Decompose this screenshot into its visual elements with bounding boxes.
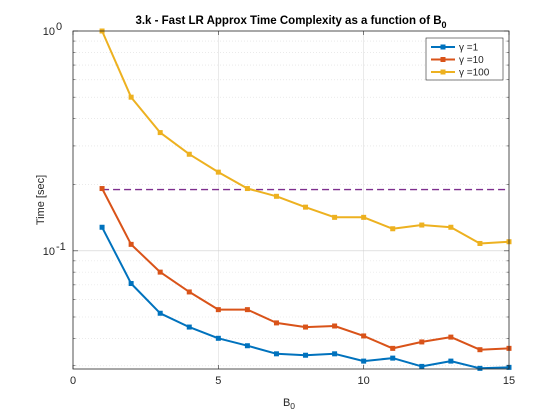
x-tick-label: 0 [70, 375, 76, 387]
legend-marker [440, 57, 446, 62]
data-point [128, 281, 134, 287]
data-point [448, 358, 454, 364]
data-point [273, 320, 279, 326]
data-point [390, 355, 396, 361]
data-point [157, 310, 163, 316]
data-point [332, 214, 338, 220]
legend-label: γ =100 [459, 68, 490, 79]
data-point [186, 324, 192, 330]
data-point [99, 186, 105, 192]
data-point [186, 151, 192, 157]
data-point [419, 222, 425, 228]
data-point [477, 347, 483, 353]
series-2 [99, 186, 512, 353]
plot-area [73, 31, 509, 369]
data-point [390, 345, 396, 351]
data-point [303, 352, 309, 358]
series-1 [99, 224, 512, 371]
x-tick-label: 15 [503, 375, 515, 387]
x-axis-title: B0 [283, 397, 295, 411]
data-point [390, 226, 396, 232]
data-point [361, 333, 367, 339]
data-point [244, 186, 250, 192]
y-tick-label: 10 [43, 26, 55, 38]
data-point [361, 214, 367, 220]
y-axis-title: Time [sec] [35, 175, 47, 225]
data-point [303, 324, 309, 330]
data-point [215, 307, 221, 313]
data-point [477, 240, 483, 246]
y-tick-label: 10 [43, 246, 55, 258]
data-point [244, 307, 250, 313]
legend-marker [440, 69, 446, 75]
plot-frame [72, 30, 510, 370]
data-point [215, 169, 221, 175]
legend-label: γ =10 [459, 55, 484, 66]
data-point [303, 204, 309, 210]
data-point [99, 224, 105, 230]
data-point [419, 339, 425, 345]
chart-title: 3.k - Fast LR Approx Time Complexity as … [135, 15, 446, 30]
legend-label: γ =1 [459, 43, 479, 54]
data-point [273, 193, 279, 199]
data-point [244, 343, 250, 349]
x-tick-label: 10 [358, 375, 370, 387]
y-tick-label-exponent: 0 [56, 21, 62, 33]
data-point [477, 365, 483, 371]
data-point [332, 351, 338, 357]
legend-marker [440, 44, 446, 50]
data-point [332, 323, 338, 329]
data-point [215, 335, 221, 341]
data-point [186, 289, 192, 295]
data-point [273, 351, 279, 357]
data-point [448, 334, 454, 340]
x-tick-label: 5 [215, 375, 221, 387]
series-layer [99, 28, 512, 371]
data-point [157, 269, 163, 275]
legend: γ =1γ =10 γ =100 [425, 37, 504, 81]
data-point [361, 358, 367, 364]
data-point [128, 94, 134, 100]
y-tick-label-exponent: -1 [56, 241, 66, 253]
data-point [157, 130, 163, 136]
data-point [448, 224, 454, 230]
data-point [128, 241, 134, 247]
data-point [419, 363, 425, 369]
series-3 [99, 28, 512, 246]
